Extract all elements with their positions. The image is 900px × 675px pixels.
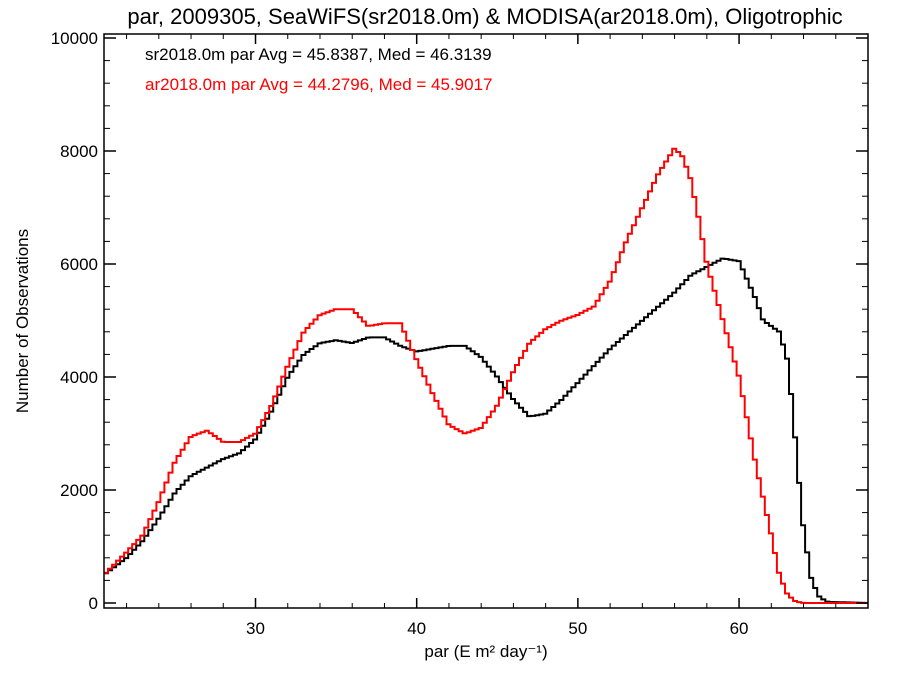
x-tick-label-60: 60 [730, 619, 749, 638]
x-axis: 30 40 50 60 [126, 34, 869, 638]
x-tick-label-40: 40 [407, 619, 426, 638]
series-line-ar2018-0m [104, 147, 868, 604]
y-tick-label-0: 0 [89, 594, 98, 613]
x-tick-label-50: 50 [568, 619, 587, 638]
y-tick-label-4000: 4000 [60, 368, 98, 387]
legend-stats-sr2018: sr2018.0m par Avg = 45.8387, Med = 46.31… [145, 45, 492, 64]
y-tick-label-8000: 8000 [60, 142, 98, 161]
plot-area [104, 147, 868, 604]
y-tick-label-6000: 6000 [60, 255, 98, 274]
y-tick-label-10000: 10000 [51, 29, 98, 48]
plot-frame [103, 33, 869, 609]
y-axis: 0 2000 4000 6000 8000 10000 [51, 29, 868, 613]
series-line-sr2018-0m [104, 257, 868, 604]
x-tick-label-30: 30 [246, 619, 265, 638]
chart-title: par, 2009305, SeaWiFS(sr2018.0m) & MODIS… [127, 4, 842, 29]
x-axis-label: par (E m² day⁻¹) [424, 642, 547, 661]
legend-stats-ar2018: ar2018.0m par Avg = 44.2796, Med = 45.90… [145, 75, 493, 94]
y-axis-label: Number of Observations [13, 229, 32, 413]
y-tick-label-2000: 2000 [60, 481, 98, 500]
